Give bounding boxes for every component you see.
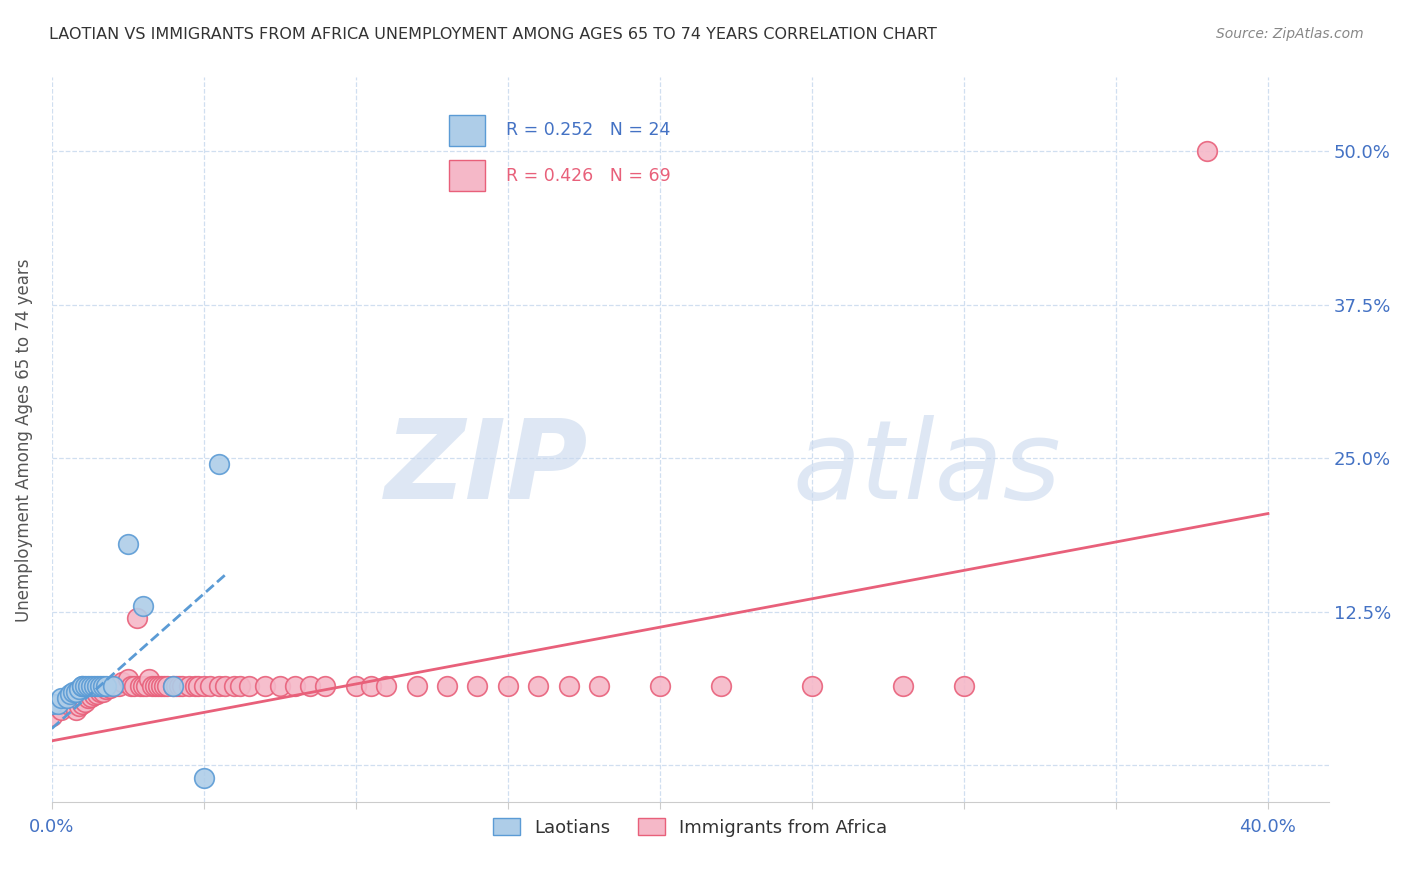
Point [86, 679, 108, 693]
Point [527, 679, 550, 693]
Point [557, 679, 579, 693]
Point [156, 679, 179, 693]
Point [59, 687, 82, 701]
Point [193, 771, 215, 785]
Point [93, 679, 115, 693]
Point [496, 679, 519, 693]
Point [46, 697, 69, 711]
Point [83, 679, 105, 693]
Legend: Laotians, Immigrants from Africa: Laotians, Immigrants from Africa [486, 811, 894, 844]
Point [187, 679, 209, 693]
Point [467, 679, 489, 693]
Point [89, 684, 111, 698]
Point [86, 687, 108, 701]
Text: LAOTIAN VS IMMIGRANTS FROM AFRICA UNEMPLOYMENT AMONG AGES 65 TO 74 YEARS CORRELA: LAOTIAN VS IMMIGRANTS FROM AFRICA UNEMPL… [49, 27, 936, 42]
Point [1197, 144, 1219, 158]
Text: Source: ZipAtlas.com: Source: ZipAtlas.com [1216, 27, 1364, 41]
Point [162, 679, 184, 693]
Point [183, 679, 205, 693]
Text: atlas: atlas [793, 416, 1062, 523]
Point [107, 679, 129, 693]
Point [70, 697, 93, 711]
Point [98, 681, 121, 695]
Point [208, 458, 231, 472]
Point [177, 679, 200, 693]
Point [80, 679, 103, 693]
Point [117, 673, 139, 687]
Point [360, 679, 382, 693]
Point [648, 679, 671, 693]
Point [299, 679, 322, 693]
Point [83, 689, 105, 703]
Point [229, 679, 252, 693]
Point [101, 679, 124, 693]
Point [153, 679, 176, 693]
Point [214, 679, 236, 693]
Point [588, 679, 610, 693]
Point [953, 679, 976, 693]
Point [70, 679, 93, 693]
Text: ZIP: ZIP [385, 416, 588, 523]
Point [111, 674, 134, 689]
Point [162, 679, 184, 693]
Point [143, 679, 166, 693]
Point [344, 679, 367, 693]
Point [104, 679, 127, 693]
Point [62, 697, 84, 711]
Point [405, 679, 427, 693]
Point [141, 679, 163, 693]
Point [436, 679, 458, 693]
Point [132, 679, 155, 693]
Point [132, 599, 155, 613]
Point [165, 679, 187, 693]
Point [77, 690, 100, 705]
Point [269, 679, 291, 693]
Point [62, 684, 84, 698]
Point [375, 679, 398, 693]
Y-axis label: Unemployment Among Ages 65 to 74 years: Unemployment Among Ages 65 to 74 years [15, 258, 32, 622]
Point [56, 690, 79, 705]
Point [101, 679, 124, 693]
Point [800, 679, 823, 693]
Point [96, 679, 118, 693]
Point [314, 679, 336, 693]
Point [224, 679, 246, 693]
Point [49, 690, 72, 705]
Point [122, 679, 145, 693]
Point [41, 697, 63, 711]
Point [135, 679, 157, 693]
Point [80, 690, 103, 704]
Point [208, 679, 231, 693]
Point [710, 679, 733, 693]
Point [65, 703, 87, 717]
Point [120, 679, 142, 693]
Point [891, 679, 914, 693]
Point [193, 679, 215, 693]
Point [70, 679, 93, 693]
Point [129, 679, 152, 693]
Point [117, 537, 139, 551]
Point [67, 699, 90, 714]
Point [89, 679, 111, 693]
Point [96, 682, 118, 697]
Point [238, 679, 260, 693]
Point [77, 679, 100, 693]
Point [67, 682, 90, 697]
Point [253, 679, 276, 693]
Point [75, 679, 97, 693]
Point [49, 703, 72, 717]
Point [125, 611, 148, 625]
Point [138, 673, 160, 687]
Point [284, 679, 307, 693]
Point [93, 684, 115, 698]
Point [150, 679, 173, 693]
Point [172, 679, 194, 693]
Point [75, 694, 97, 708]
Point [169, 679, 191, 693]
Point [41, 709, 63, 723]
Point [65, 684, 87, 698]
Point [146, 679, 169, 693]
Point [56, 697, 79, 711]
Point [198, 679, 221, 693]
